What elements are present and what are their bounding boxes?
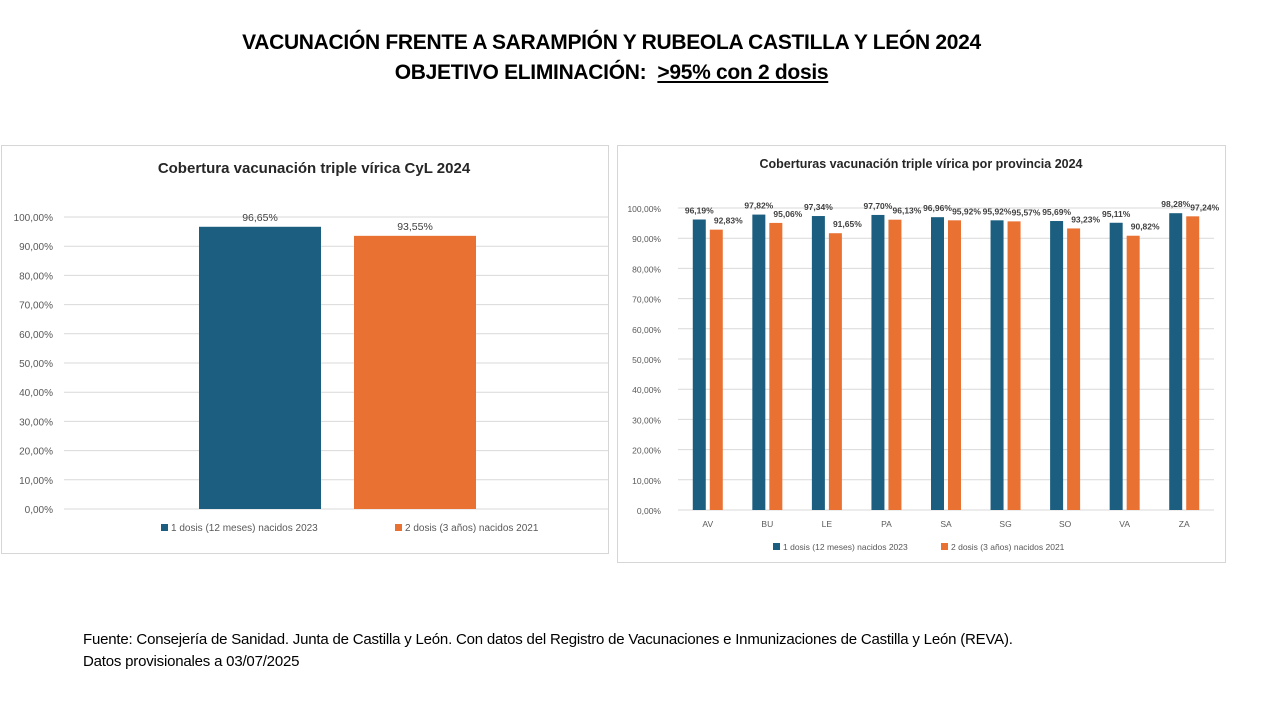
y-tick-label: 50,00%: [632, 355, 661, 365]
bar-dose2-sg: [1007, 221, 1021, 510]
chart-cyl-coverage: Cobertura vacunación triple vírica CyL 2…: [14, 160, 608, 534]
y-tick-label: 20,00%: [632, 446, 661, 456]
legend-label: 2 dosis (3 años) nacidos 2021: [951, 542, 1065, 552]
bar-dose2-av: [709, 229, 723, 511]
data-label: 98,28%: [1161, 199, 1190, 209]
x-tick-label: VA: [1119, 519, 1130, 529]
data-label: 95,11%: [1102, 209, 1131, 219]
legend-label: 1 dosis (12 meses) nacidos 2023: [783, 542, 908, 552]
bar-dose2-bu: [769, 222, 783, 510]
bar-dose2-za: [1186, 216, 1200, 510]
bar-dose1-sg: [990, 220, 1004, 510]
chart-province-coverage: Coberturas vacunación triple vírica por …: [627, 157, 1219, 552]
y-tick-label: 0,00%: [637, 506, 662, 516]
y-tick-label: 70,00%: [19, 301, 53, 312]
bar-dose1: [199, 226, 321, 510]
y-tick-label: 40,00%: [19, 388, 53, 399]
y-tick-label: 100,00%: [14, 213, 54, 224]
bar-dose1-so: [1050, 221, 1064, 510]
y-tick-label: 10,00%: [632, 476, 661, 486]
x-tick-label: SG: [999, 519, 1011, 529]
bar-dose2-sa: [948, 220, 961, 510]
y-tick-label: 40,00%: [632, 385, 661, 395]
data-label: 97,34%: [804, 202, 833, 212]
slide-title-line1: VACUNACIÓN FRENTE A SARAMPIÓN Y RUBEOLA …: [242, 31, 981, 54]
data-label: 95,69%: [1042, 207, 1071, 217]
y-tick-label: 80,00%: [632, 264, 661, 274]
data-label: 90,82%: [1131, 222, 1160, 232]
y-tick-label: 30,00%: [632, 415, 661, 425]
y-tick-label: 80,00%: [19, 271, 53, 282]
data-label: 95,92%: [983, 206, 1012, 216]
bar-dose1-bu: [752, 214, 766, 510]
data-label: 93,23%: [1071, 214, 1100, 224]
data-label: 96,13%: [893, 206, 922, 216]
chart-cyl-panel: Cobertura vacunación triple vírica CyL 2…: [1, 145, 609, 554]
y-tick-label: 0,00%: [25, 505, 53, 516]
x-tick-label: SO: [1059, 519, 1072, 529]
slide-title-target: >95% con 2 dosis: [657, 61, 829, 84]
bar-dose2-va: [1126, 235, 1140, 510]
legend-swatch-dose1: [773, 543, 780, 550]
data-label: 96,19%: [685, 206, 714, 216]
data-label: 95,06%: [773, 209, 802, 219]
chart-province-panel: Coberturas vacunación triple vírica por …: [617, 145, 1226, 563]
y-tick-label: 30,00%: [19, 417, 53, 428]
data-label: 97,24%: [1190, 202, 1219, 212]
bar-dose1-pa: [871, 214, 885, 511]
x-tick-label: SA: [940, 519, 952, 529]
chart-title: Coberturas vacunación triple vírica por …: [759, 157, 1082, 171]
data-label: 91,65%: [833, 219, 862, 229]
y-tick-label: 10,00%: [19, 476, 53, 487]
y-tick-label: 60,00%: [19, 330, 53, 341]
y-tick-label: 90,00%: [19, 242, 53, 253]
bar-dose1-sa: [931, 217, 944, 511]
data-label: 93,55%: [397, 221, 433, 233]
chart-title: Cobertura vacunación triple vírica CyL 2…: [158, 160, 471, 177]
bar-dose1-av: [692, 219, 706, 510]
bar-dose1-za: [1169, 213, 1183, 510]
data-label: 97,82%: [744, 201, 773, 211]
y-tick-label: 90,00%: [632, 234, 661, 244]
data-label: 95,92%: [952, 206, 981, 216]
bar-dose2: [354, 235, 476, 510]
x-tick-label: ZA: [1179, 519, 1190, 529]
data-label: 95,57%: [1012, 207, 1041, 217]
slide-title: VACUNACIÓN FRENTE A SARAMPIÓN Y RUBEOLA …: [0, 28, 1223, 88]
bar-dose2-le: [828, 233, 842, 510]
x-tick-label: BU: [761, 519, 773, 529]
x-tick-label: AV: [702, 519, 713, 529]
provisional-date-text: Datos provisionales a 03/07/2025: [83, 653, 300, 670]
data-label: 97,70%: [864, 201, 893, 211]
y-tick-label: 50,00%: [19, 359, 53, 370]
data-label: 96,65%: [242, 212, 278, 224]
x-tick-label: LE: [822, 519, 833, 529]
legend-swatch-dose2: [395, 524, 402, 531]
data-label: 96,96%: [923, 203, 952, 213]
slide-title-line2: OBJETIVO ELIMINACIÓN: >95% con 2 dosis: [0, 58, 1223, 88]
y-tick-label: 20,00%: [19, 447, 53, 458]
legend-label: 1 dosis (12 meses) nacidos 2023: [171, 523, 318, 534]
bar-dose2-so: [1067, 228, 1081, 510]
bar-dose1-le: [811, 216, 825, 510]
legend-swatch-dose1: [161, 524, 168, 531]
bar-dose1-va: [1109, 222, 1123, 510]
y-tick-label: 60,00%: [632, 325, 661, 335]
slide-title-objective: OBJETIVO ELIMINACIÓN:: [394, 61, 658, 84]
legend-swatch-dose2: [941, 543, 948, 550]
source-text: Fuente: Consejería de Sanidad. Junta de …: [83, 631, 1013, 648]
bar-dose2-pa: [888, 219, 902, 510]
x-tick-label: PA: [881, 519, 892, 529]
legend-label: 2 dosis (3 años) nacidos 2021: [405, 523, 539, 534]
y-tick-label: 100,00%: [627, 204, 661, 214]
data-label: 92,83%: [714, 216, 743, 226]
y-tick-label: 70,00%: [632, 295, 661, 305]
source-footer: Fuente: Consejería de Sanidad. Junta de …: [83, 629, 1013, 673]
